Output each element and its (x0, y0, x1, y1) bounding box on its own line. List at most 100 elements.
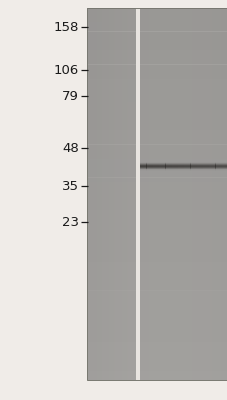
Bar (199, 8, 201, 380)
Bar (187, 8, 189, 380)
Bar (158, 8, 161, 380)
Bar (86, 98, 227, 102)
Bar (183, 166, 190, 167)
Bar (86, 272, 227, 276)
Bar (209, 8, 211, 380)
Bar (86, 220, 227, 224)
Bar (208, 168, 215, 169)
Bar (86, 380, 227, 385)
Bar (208, 167, 215, 168)
Bar (182, 8, 185, 380)
Bar (86, 201, 227, 206)
Bar (86, 319, 227, 324)
Bar (171, 162, 177, 163)
Bar (117, 8, 118, 380)
Bar (177, 162, 184, 163)
Bar (208, 163, 215, 164)
Bar (86, 196, 227, 201)
Bar (190, 165, 196, 166)
Bar (190, 8, 192, 380)
Bar (150, 8, 152, 380)
Bar (196, 167, 202, 168)
Bar (202, 168, 209, 169)
Bar (95, 8, 97, 380)
Bar (86, 50, 227, 55)
Bar (196, 164, 202, 165)
Bar (196, 168, 202, 169)
Bar (86, 159, 227, 163)
Bar (171, 170, 177, 171)
Bar (196, 169, 202, 170)
Bar (140, 162, 146, 163)
Bar (190, 163, 196, 164)
Bar (146, 166, 152, 167)
Bar (86, 74, 227, 78)
Bar (208, 164, 215, 165)
Bar (118, 8, 119, 380)
Bar (86, 121, 227, 126)
Bar (196, 8, 198, 380)
Bar (221, 168, 227, 169)
Bar (177, 165, 184, 166)
Bar (86, 267, 227, 272)
Bar (115, 8, 117, 380)
Bar (214, 8, 216, 380)
Bar (135, 8, 139, 380)
Bar (145, 8, 147, 380)
Bar (135, 8, 137, 380)
Bar (151, 8, 153, 380)
Bar (86, 112, 227, 116)
Bar (190, 162, 196, 163)
Bar (165, 168, 171, 169)
Bar (196, 162, 202, 163)
Bar (202, 162, 209, 163)
Bar (86, 27, 227, 32)
Bar (202, 170, 209, 171)
Bar (86, 300, 227, 304)
Bar (86, 107, 227, 112)
Bar (86, 83, 227, 88)
Bar (190, 170, 196, 171)
Bar (158, 166, 165, 167)
Bar (215, 170, 221, 171)
Bar (86, 55, 227, 60)
Bar (152, 167, 159, 168)
Bar (113, 8, 114, 380)
Bar (179, 8, 182, 380)
Bar (158, 162, 165, 163)
Bar (177, 167, 184, 168)
Bar (104, 8, 106, 380)
Bar (132, 8, 133, 380)
Bar (190, 167, 196, 168)
Bar (140, 167, 146, 168)
Bar (215, 165, 221, 166)
Bar (154, 8, 156, 380)
Bar (155, 8, 158, 380)
Bar (139, 8, 141, 380)
Bar (177, 170, 184, 171)
Bar (200, 8, 202, 380)
Bar (185, 8, 188, 380)
Bar (119, 8, 121, 380)
Bar (163, 8, 165, 380)
Bar (86, 140, 227, 144)
Bar (181, 8, 183, 380)
Bar (221, 167, 227, 168)
Bar (165, 169, 171, 170)
Bar (158, 165, 165, 166)
Bar (86, 281, 227, 286)
Bar (86, 314, 227, 319)
Bar (126, 8, 127, 380)
Bar (205, 8, 207, 380)
Bar (165, 8, 167, 380)
Bar (183, 169, 190, 170)
Bar (221, 170, 227, 171)
Bar (92, 8, 94, 380)
Bar (109, 8, 110, 380)
Bar (160, 8, 162, 380)
Bar (165, 166, 171, 167)
Bar (140, 166, 146, 167)
Bar (171, 166, 177, 167)
Bar (107, 8, 109, 380)
Bar (94, 8, 96, 380)
